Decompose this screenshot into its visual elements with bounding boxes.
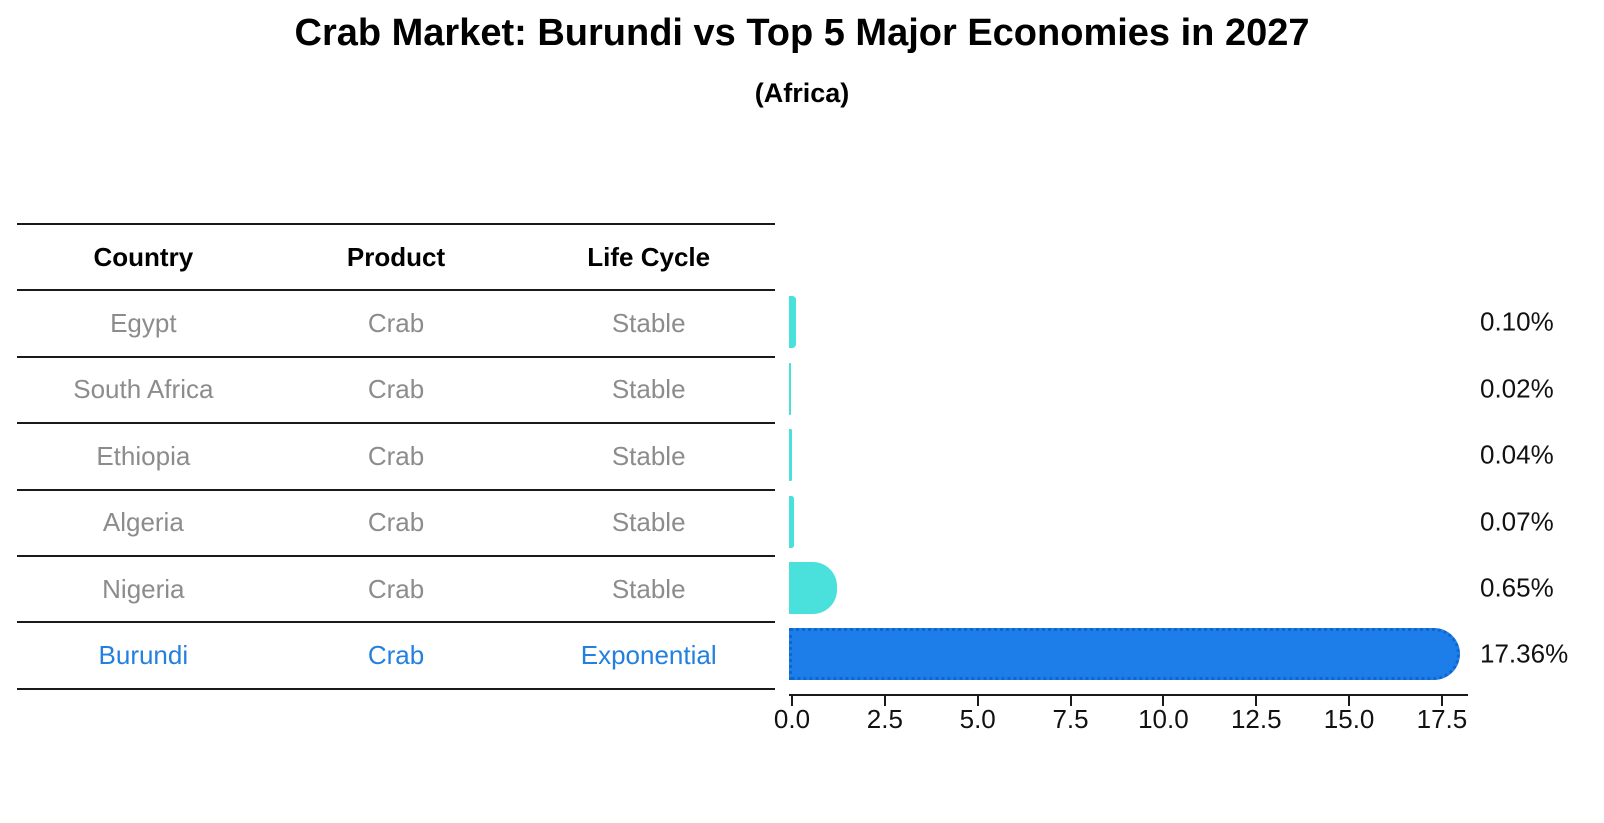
cell-country: Nigeria [102, 573, 185, 604]
x-axis-tick [791, 696, 793, 706]
cell-life-cycle: Stable [611, 440, 686, 471]
cell-product: Crab [367, 308, 425, 339]
x-axis-tick [1348, 696, 1351, 706]
country-table: Country Product Life Cycle Egypt Crab Stab… [17, 223, 775, 690]
x-axis-tick [883, 696, 886, 706]
chart-subtitle: (Africa) [754, 78, 850, 108]
bar-south-africa [789, 362, 791, 415]
bar-burundi [789, 628, 1460, 681]
table-row: South Africa Crab Stable [17, 355, 775, 422]
cell-country: Egypt [110, 308, 177, 339]
table-row: Egypt Crab Stable [17, 289, 775, 355]
x-axis-tick-label: 12.5 [1230, 704, 1282, 734]
table-row: Nigeria Crab Stable [17, 554, 775, 621]
cell-life-cycle: Stable [611, 374, 686, 405]
bar-ethiopia [789, 429, 792, 482]
table-row: Burundi Crab Exponential [17, 621, 775, 687]
table-row: Ethiopia Crab Stable [17, 422, 775, 488]
column-header-life-cycle: Life Cycle [587, 241, 711, 272]
bar-value-label: 17.36% [1480, 638, 1569, 669]
bar-nigeria [789, 561, 838, 614]
bar-value-label: 0.10% [1480, 306, 1554, 337]
table-row: Algeria Crab Stable [17, 488, 775, 555]
bar-egypt [789, 296, 797, 349]
x-axis-tick [976, 696, 979, 706]
bar-algeria [789, 495, 795, 548]
bar-value-label: 0.02% [1480, 373, 1554, 404]
bar-value-label: 0.07% [1480, 506, 1554, 536]
cell-country: Ethiopia [96, 440, 191, 471]
cell-product: Crab [367, 440, 425, 471]
x-axis-tick-label: 7.5 [1052, 704, 1089, 734]
cell-life-cycle: Stable [611, 507, 686, 538]
cell-product: Crab [367, 573, 425, 604]
cell-product: Crab [367, 640, 425, 671]
x-axis-tick-label: 15.0 [1323, 704, 1375, 734]
chart-title: Crab Market: Burundi vs Top 5 Major Econ… [294, 12, 1310, 54]
cell-life-cycle: Exponential [580, 640, 717, 671]
x-axis-tick-label: 5.0 [959, 704, 996, 734]
cell-life-cycle: Stable [611, 573, 686, 604]
x-axis-tick [1440, 696, 1443, 706]
table-body: Egypt Crab Stable South Africa Crab Stable Eth… [17, 289, 775, 687]
x-axis-tick [1069, 696, 1072, 706]
bar-value-label: 0.65% [1480, 572, 1554, 603]
table-header-row: Country Product Life Cycle [17, 223, 775, 289]
cell-country: Algeria [102, 507, 184, 538]
column-header-country: Country [93, 241, 194, 272]
x-axis-tick-label: 10.0 [1138, 704, 1189, 734]
cell-life-cycle: Stable [611, 308, 686, 339]
cell-product: Crab [367, 374, 425, 405]
x-axis-tick [1255, 696, 1258, 706]
x-axis-tick [1162, 696, 1165, 706]
x-axis-tick-label: 0.0 [773, 704, 811, 734]
cell-country: Burundi [98, 640, 189, 671]
bar-value-label: 0.04% [1480, 439, 1554, 470]
cell-country: South Africa [73, 374, 214, 405]
x-axis-tick-label: 2.5 [866, 704, 903, 734]
x-axis-tick-label: 17.5 [1416, 704, 1468, 734]
column-header-product: Product [346, 241, 446, 272]
cell-product: Crab [367, 507, 425, 538]
x-axis-line [789, 694, 1468, 696]
